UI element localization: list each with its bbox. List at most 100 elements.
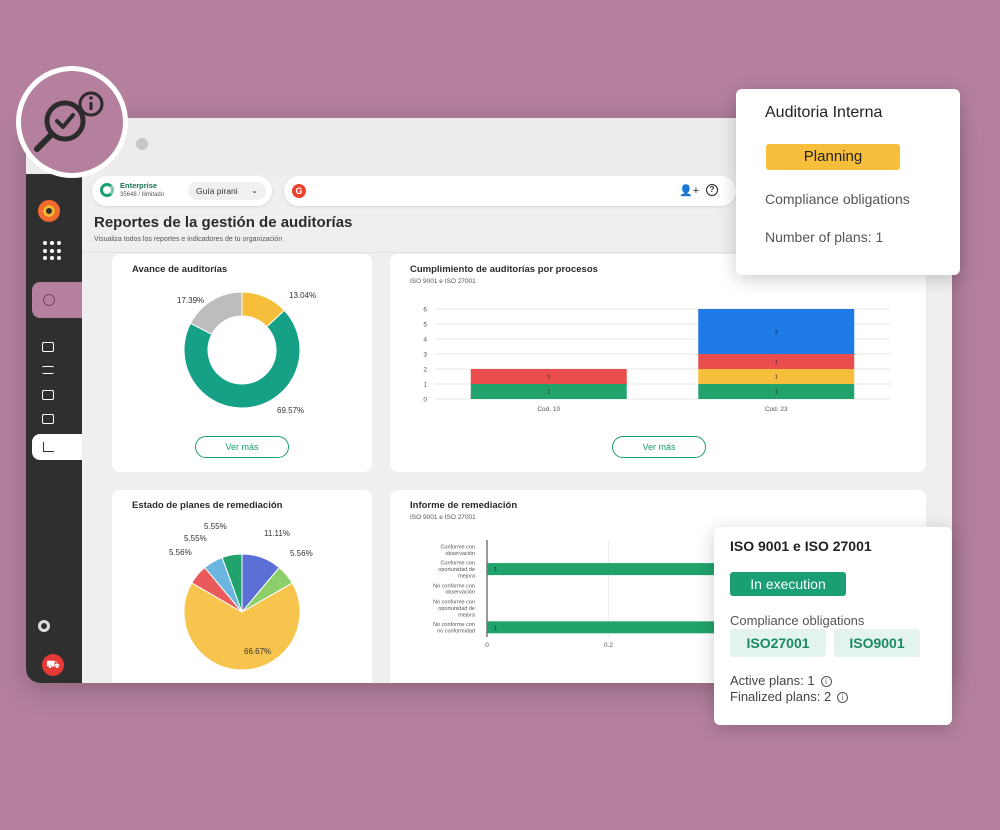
search-doc-icon[interactable]	[42, 390, 54, 400]
monitor-icon[interactable]	[42, 342, 54, 352]
bar[interactable]	[487, 621, 727, 634]
bar-segment[interactable]	[470, 384, 627, 399]
sidebar: ⛟	[26, 174, 90, 683]
page-title: Reportes de la gestión de auditorías	[94, 214, 353, 231]
card-subtitle: ISO 9001 e ISO 27001	[410, 514, 476, 521]
search-bar[interactable]: G 👤+ ?	[284, 176, 736, 206]
iso-chip[interactable]: ISO27001	[730, 629, 826, 657]
org-logo-icon	[100, 183, 114, 197]
y-category-label: oportunidad de	[438, 606, 475, 612]
bar-value-label: 1	[547, 375, 550, 381]
finalized-plans: Finalized plans: 2 i	[730, 689, 849, 704]
bar-value-label: 1	[547, 390, 550, 396]
donut-slice[interactable]	[189, 291, 243, 336]
bar-value-label: 3	[775, 330, 778, 336]
list-icon[interactable]	[42, 366, 54, 374]
chevron-down-icon: ⌄	[251, 186, 258, 195]
y-category-label: oportunidad de	[438, 567, 475, 573]
y-tick: 3	[423, 352, 427, 359]
y-tick: 1	[423, 382, 427, 389]
y-tick: 6	[423, 307, 427, 314]
slice-label: 13.04%	[289, 291, 316, 300]
chart-icon	[43, 442, 54, 452]
card-title: Informe de remediación	[410, 500, 518, 511]
x-tick: Cod. 23	[765, 406, 788, 413]
card-estado: Estado de planes de remediación 11.11% 5.…	[112, 490, 372, 683]
status-badge: Planning	[766, 144, 900, 170]
bar-value-label: 1	[775, 375, 778, 381]
card-cumplimiento: Cumplimiento de auditorías por procesos …	[390, 254, 926, 472]
slice-label: 17.39%	[177, 296, 204, 305]
y-tick: 2	[423, 367, 427, 374]
status-badge: In execution	[730, 572, 846, 596]
pie-slice[interactable]	[183, 582, 301, 671]
x-tick: Cod. 10	[537, 406, 560, 413]
page-subtitle: Visualiza todos los reportes e indicador…	[94, 236, 283, 243]
card-title: Estado de planes de remediación	[132, 500, 283, 511]
slice-label: 5.55%	[204, 522, 227, 531]
popup-title: ISO 9001 e ISO 27001	[730, 538, 872, 554]
apps-grid-icon[interactable]	[43, 241, 63, 261]
bar[interactable]	[487, 563, 727, 576]
card-title: Cumplimiento de auditorías por procesos	[410, 264, 598, 275]
slice-label: 5.56%	[290, 549, 313, 558]
y-category-label: Conforme con	[440, 561, 475, 567]
checklist-icon[interactable]	[42, 414, 54, 424]
y-category-label: observación	[445, 590, 475, 596]
divider	[82, 252, 952, 253]
bar-segment[interactable]	[698, 384, 855, 399]
settings-icon[interactable]	[38, 620, 50, 632]
cart-icon[interactable]: ⛟	[42, 654, 64, 676]
bar-segment[interactable]	[698, 354, 855, 369]
stacked-bar-chart: 0 1 2 3 4 5 6 1 1 Cod. 10 1 1 1 3 Cod. 23	[423, 307, 890, 413]
guide-dropdown[interactable]: Guía pirani ⌄	[188, 182, 266, 200]
slice-label: 5.56%	[169, 548, 192, 557]
donut-slice[interactable]	[183, 309, 301, 409]
bar-segment[interactable]	[698, 309, 855, 354]
plans-count: Number of plans: 1	[765, 229, 884, 245]
donut-chart: 13.04% 69.57% 17.39%	[177, 291, 316, 415]
y-category-label: no conformidad	[437, 629, 475, 635]
bar-segment[interactable]	[470, 369, 627, 384]
y-tick: 0	[423, 397, 427, 404]
y-category-label: No conforme con	[433, 583, 475, 589]
audit-popup: Auditoria Interna Planning Compliance ob…	[736, 89, 960, 275]
obligations-label: Compliance obligations	[765, 191, 910, 207]
organization-selector[interactable]: Enterprise 35648 / Ilimitado Guía pirani…	[92, 176, 272, 206]
y-category-label: No conforme con	[433, 600, 475, 606]
iso-popup: ISO 9001 e ISO 27001 In execution Compli…	[714, 527, 952, 725]
slice-label: 66.67%	[244, 647, 271, 656]
ver-mas-button[interactable]: Ver más	[195, 436, 289, 458]
bar-value-label: 1	[494, 567, 497, 573]
iso-chip[interactable]: ISO9001	[834, 629, 920, 657]
ver-mas-button[interactable]: Ver más	[612, 436, 706, 458]
bar-segment[interactable]	[698, 369, 855, 384]
info-icon[interactable]: i	[820, 676, 832, 687]
card-subtitle: ISO 9001 e ISO 27001	[410, 278, 476, 285]
window-control-dot[interactable]	[136, 138, 148, 150]
x-tick: 0.2	[604, 642, 613, 649]
y-category-label: No conforme con	[433, 622, 475, 628]
g-icon: G	[292, 184, 306, 198]
info-icon[interactable]: i	[837, 692, 849, 703]
card-title: Avance de auditorías	[132, 264, 228, 275]
slice-label: 69.57%	[277, 406, 304, 415]
y-tick: 5	[423, 322, 427, 329]
card-avance: Avance de auditorías 13.04% 69.57% 17.39% …	[112, 254, 372, 472]
sidebar-item-reports[interactable]	[32, 434, 82, 460]
active-plans-label: Active plans: 1	[730, 673, 815, 688]
y-category-label: Conforme con	[440, 545, 475, 551]
slice-label: 5.55%	[184, 534, 207, 543]
add-user-icon[interactable]: 👤+	[679, 185, 700, 197]
logo-icon[interactable]	[38, 200, 60, 222]
org-name: Enterprise	[120, 181, 158, 190]
popup-title: Auditoria Interna	[765, 104, 883, 121]
y-category-label: mejora	[458, 574, 476, 580]
y-tick: 4	[423, 337, 427, 344]
bar-value-label: 1	[775, 390, 778, 396]
org-plan: 35648 / Ilimitado	[120, 192, 165, 198]
audit-magnifier-icon	[16, 66, 128, 178]
help-icon[interactable]: ?	[706, 184, 718, 196]
pie-slice[interactable]	[221, 553, 243, 613]
sidebar-item-audit[interactable]	[32, 282, 90, 318]
